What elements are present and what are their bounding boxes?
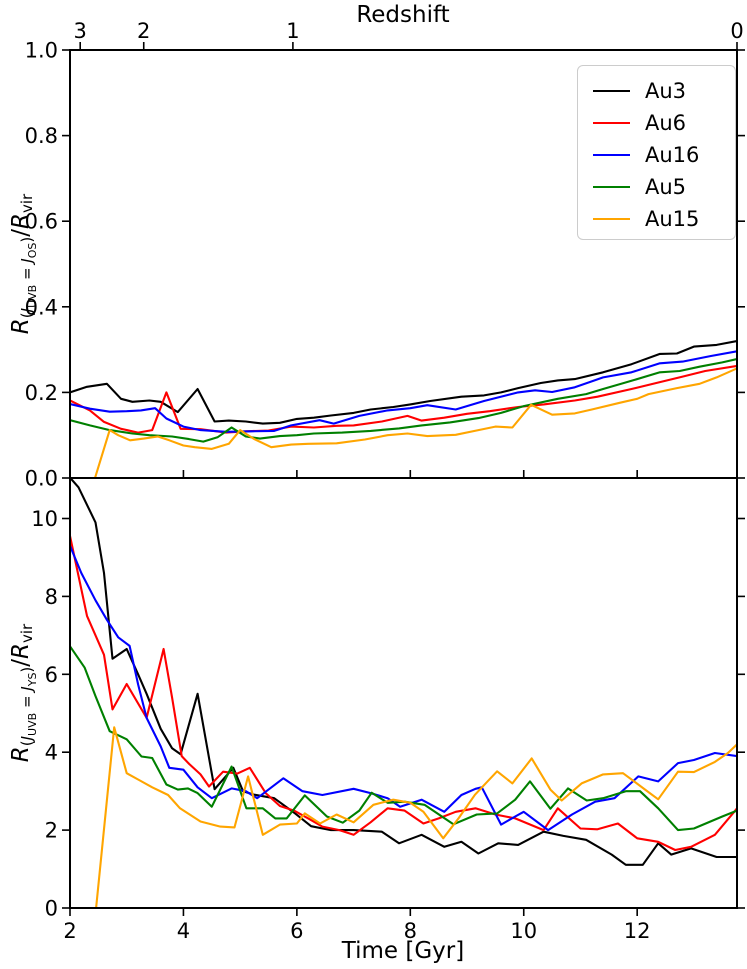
y-axis-label-part: UVB bbox=[26, 712, 39, 736]
series-line-Au5 bbox=[70, 645, 737, 832]
y-axis-label-part: R bbox=[8, 746, 34, 763]
top-axis-title: Redshift bbox=[356, 2, 449, 28]
legend-label: Au6 bbox=[645, 110, 687, 135]
y-axis-label-part: R bbox=[8, 318, 34, 335]
y-axis-label-part: UVB bbox=[26, 284, 39, 308]
legend-label: Au15 bbox=[645, 206, 700, 231]
y-axis-label-part: J bbox=[18, 307, 36, 313]
series-line-Au15 bbox=[93, 367, 737, 478]
y-tick-label: 10 bbox=[31, 507, 58, 531]
y-axis-label-part: ( bbox=[18, 740, 36, 747]
series-line-Au3 bbox=[70, 339, 737, 425]
y-tick-label: 0.8 bbox=[25, 124, 58, 148]
y-axis-label-part: ) bbox=[18, 666, 36, 673]
y-tick-label: 0.6 bbox=[25, 210, 58, 234]
y-axis-label-part: R bbox=[8, 213, 34, 229]
y-tick-label: 8 bbox=[45, 585, 58, 609]
x-axis-title: Time [Gyr] bbox=[341, 938, 464, 964]
y-axis-label-bottom: R(JUVB = JYS)/Rvir bbox=[8, 623, 39, 763]
y-axis-label-part: = bbox=[18, 690, 36, 713]
redshift-tick-label: 1 bbox=[286, 19, 299, 43]
series-line-Au15 bbox=[95, 726, 737, 908]
legend-line-sample bbox=[593, 186, 630, 188]
y-tick-label: 0.0 bbox=[25, 467, 58, 491]
y-tick-label: 0 bbox=[45, 897, 58, 921]
legend-label: Au16 bbox=[645, 142, 700, 167]
y-axis-label-part: J bbox=[18, 735, 36, 741]
y-axis-label-part: ) bbox=[18, 236, 36, 243]
y-tick-label: 4 bbox=[45, 741, 58, 765]
x-tick-label: 4 bbox=[177, 919, 190, 943]
y-axis-label-part: J bbox=[18, 686, 36, 691]
y-axis-label-part: / bbox=[8, 229, 34, 237]
y-tick-label: 2 bbox=[45, 819, 58, 843]
panel-top: 0.0 0.2 0.4 0.6 0.8 1.0 3 2 1 0 bbox=[25, 19, 745, 491]
y-axis-label-part: R bbox=[8, 642, 34, 659]
y-axis-label-part: YS bbox=[26, 672, 39, 687]
redshift-tick-label: 2 bbox=[137, 19, 150, 43]
series-line-Au3 bbox=[70, 478, 737, 866]
legend-line-sample bbox=[593, 90, 630, 92]
redshift-tick-label: 0 bbox=[730, 19, 743, 43]
legend-label: Au3 bbox=[645, 78, 687, 103]
series-line-Au16 bbox=[70, 350, 737, 433]
y-axis-label-part: = bbox=[18, 262, 36, 285]
x-tick-label: 2 bbox=[63, 919, 76, 943]
y-axis-label-part: ( bbox=[18, 312, 36, 319]
legend-item-Au5: Au5 bbox=[593, 171, 735, 203]
series-line-Au5 bbox=[70, 357, 737, 443]
y-axis-label-part: J bbox=[18, 258, 36, 263]
y-tick-label: 6 bbox=[45, 663, 58, 687]
legend-line-sample bbox=[593, 218, 630, 220]
y-axis-label-top: R(JUVB = JOS)/Rvir bbox=[8, 193, 39, 335]
legend-item-Au6: Au6 bbox=[593, 107, 735, 139]
y-axis-label-part: OS bbox=[26, 242, 39, 259]
legend-line-sample bbox=[593, 122, 630, 124]
y-tick-label: 0.2 bbox=[25, 381, 58, 405]
x-tick-label: 6 bbox=[290, 919, 303, 943]
panel-frame bbox=[69, 477, 738, 909]
x-tick-label: 10 bbox=[510, 919, 537, 943]
y-axis-label-part: vir bbox=[18, 623, 36, 643]
legend-item-Au16: Au16 bbox=[593, 139, 735, 171]
y-tick-label: 1.0 bbox=[25, 39, 58, 63]
series-line-Au6 bbox=[70, 534, 737, 852]
y-axis-label-part: vir bbox=[18, 193, 36, 214]
series-line-Au6 bbox=[70, 364, 737, 434]
legend-line-sample bbox=[593, 154, 630, 156]
x-tick-label: 12 bbox=[624, 919, 651, 943]
legend: Au3 Au6 Au16 Au5 Au15 bbox=[577, 65, 736, 240]
x-tick-label: 8 bbox=[404, 919, 417, 943]
redshift-tick-label: 3 bbox=[74, 19, 87, 43]
legend-label: Au5 bbox=[645, 174, 687, 199]
legend-item-Au15: Au15 bbox=[593, 203, 735, 235]
legend-item-Au3: Au3 bbox=[593, 75, 735, 107]
y-tick-label: 0.4 bbox=[25, 295, 58, 319]
